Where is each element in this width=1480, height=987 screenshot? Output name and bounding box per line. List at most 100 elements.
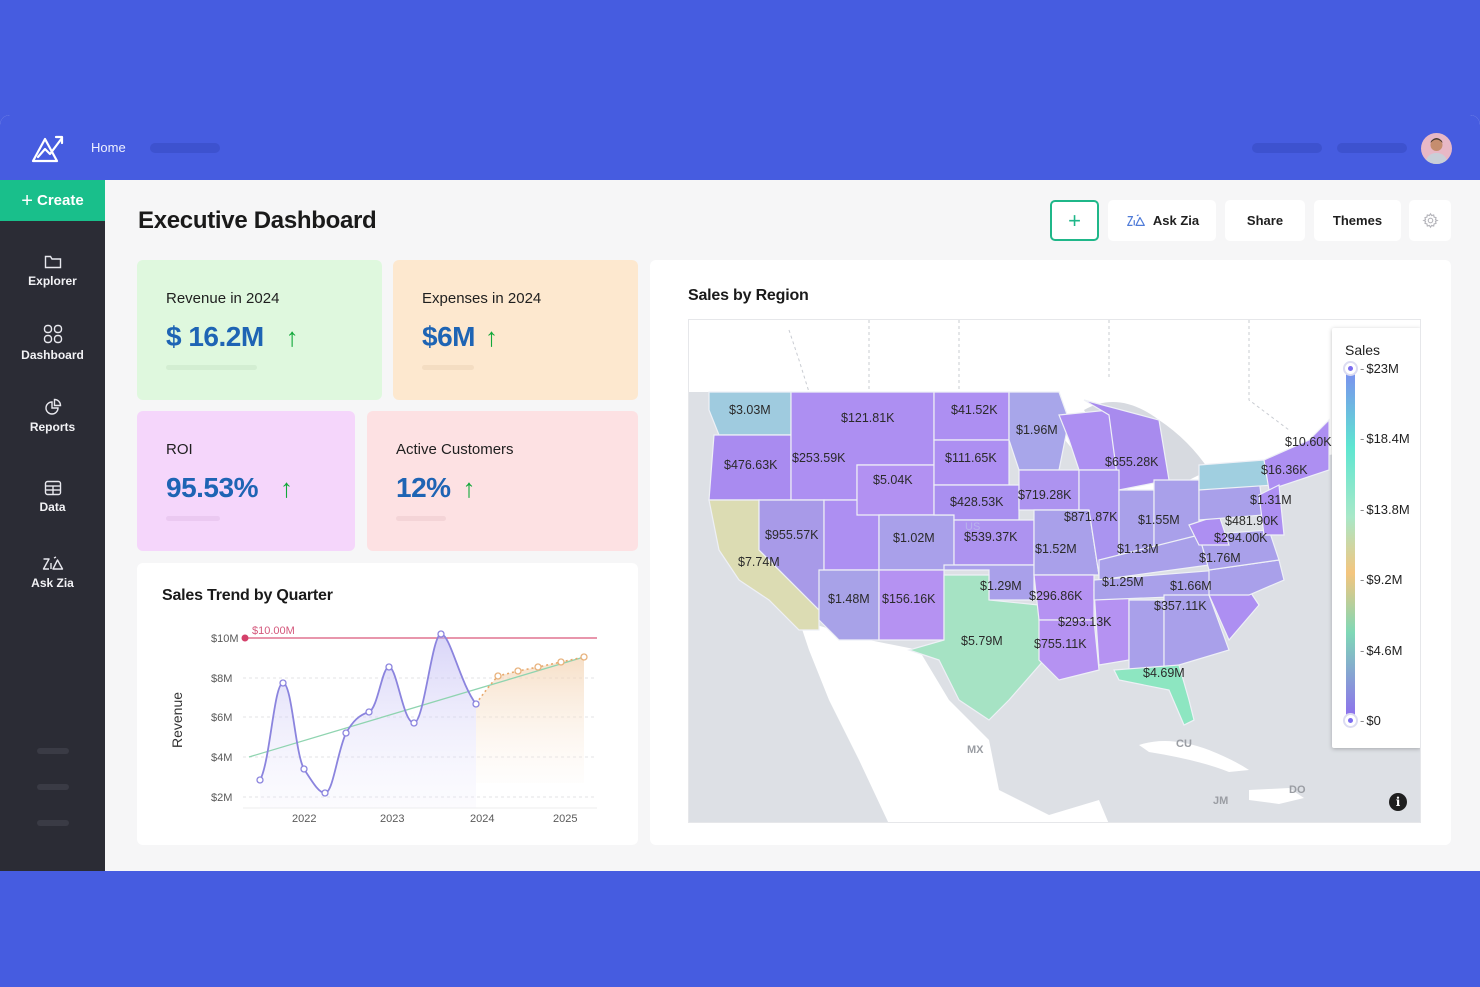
state-label[interactable]: $1.25M bbox=[1102, 575, 1144, 589]
arrow-up-icon: ↑ bbox=[285, 322, 299, 352]
table-icon bbox=[44, 480, 61, 496]
state-label[interactable]: $955.57K bbox=[765, 528, 819, 542]
state-label[interactable]: $41.52K bbox=[951, 403, 998, 417]
state-label[interactable]: $1.52M bbox=[1035, 542, 1077, 556]
state-label[interactable]: $428.53K bbox=[950, 495, 1004, 509]
sales-trend-chart[interactable]: $10M $8M $6M $4M $2M 2022 2023 2024 2025… bbox=[137, 563, 638, 845]
topbar-placeholder-2 bbox=[1337, 143, 1407, 153]
state-label[interactable]: $719.28K bbox=[1018, 488, 1072, 502]
ask-zia-button[interactable]: Ask Zia bbox=[1108, 200, 1216, 241]
main-content: Executive Dashboard + Ask Zia Share Them… bbox=[105, 180, 1480, 871]
state-label[interactable]: $1.13M bbox=[1117, 542, 1159, 556]
state-label[interactable]: $1.76M bbox=[1199, 551, 1241, 565]
app-window: Home + Create Explorer Dashboard Repo bbox=[0, 115, 1480, 871]
state-label[interactable]: $539.37K bbox=[964, 530, 1018, 544]
country-label-jm: JM bbox=[1213, 795, 1229, 807]
state-label[interactable]: $156.16K bbox=[882, 592, 936, 606]
sidebar: + Create Explorer Dashboard Reports Data… bbox=[0, 180, 105, 871]
state-label[interactable]: $5.79M bbox=[961, 634, 1003, 648]
legend-tick: $18.4M bbox=[1360, 431, 1409, 446]
kpi-placeholder-bar bbox=[422, 365, 474, 370]
legend-min-handle[interactable] bbox=[1343, 713, 1358, 728]
share-button[interactable]: Share bbox=[1225, 200, 1305, 241]
legend-gradient-bar bbox=[1346, 370, 1355, 720]
legend-max-handle[interactable] bbox=[1343, 361, 1358, 376]
y-tick: $10M bbox=[211, 633, 239, 645]
state-label[interactable]: $1.02M bbox=[893, 531, 935, 545]
sales-map[interactable]: $3.03M $121.81K $41.52K $1.96M $476.63K … bbox=[688, 319, 1421, 823]
folder-icon bbox=[44, 255, 61, 269]
state-label[interactable]: $294.00K bbox=[1214, 531, 1268, 545]
kpi-card-revenue[interactable]: Revenue in 2024 $ 16.2M ↑ bbox=[137, 260, 382, 400]
state-label[interactable]: $357.11K bbox=[1154, 599, 1207, 613]
state-label[interactable]: $296.86K bbox=[1029, 589, 1083, 603]
gear-icon bbox=[1421, 212, 1439, 229]
arrow-up-icon: ↑ bbox=[279, 473, 293, 503]
sidebar-item-dashboard[interactable]: Dashboard bbox=[0, 324, 105, 362]
kpi-value: 95.53% bbox=[166, 472, 258, 503]
top-bar: Home bbox=[0, 115, 1480, 180]
state-label[interactable]: $4.69M bbox=[1143, 666, 1185, 680]
themes-button[interactable]: Themes bbox=[1314, 200, 1401, 241]
state-label[interactable]: $16.36K bbox=[1261, 463, 1308, 477]
actual-data-points bbox=[256, 630, 480, 797]
target-label: $10.00M bbox=[252, 625, 295, 637]
state-label[interactable]: $253.59K bbox=[792, 451, 846, 465]
state-label[interactable]: $1.48M bbox=[828, 592, 870, 606]
user-avatar[interactable] bbox=[1421, 133, 1452, 164]
state-label[interactable]: $121.81K bbox=[841, 411, 895, 425]
settings-button[interactable] bbox=[1409, 200, 1451, 241]
state-label[interactable]: $111.65K bbox=[945, 451, 997, 465]
state-label[interactable]: $1.55M bbox=[1138, 513, 1180, 527]
legend-tick: $23M bbox=[1360, 361, 1399, 376]
zia-icon bbox=[1126, 213, 1145, 226]
kpi-placeholder-bar bbox=[166, 516, 220, 521]
kpi-card-roi[interactable]: ROI 95.53% ↑ bbox=[137, 411, 355, 551]
create-button[interactable]: + Create bbox=[0, 180, 105, 221]
x-tick: 2024 bbox=[470, 813, 494, 825]
x-tick: 2023 bbox=[380, 813, 404, 825]
state-label[interactable]: $3.03M bbox=[729, 403, 771, 417]
add-widget-button[interactable]: + bbox=[1050, 200, 1099, 241]
sidebar-placeholder-1 bbox=[37, 748, 69, 754]
state-label[interactable]: $293.13K bbox=[1058, 615, 1112, 629]
state-label[interactable]: $1.96M bbox=[1016, 423, 1058, 437]
legend-tick: $9.2M bbox=[1360, 572, 1402, 587]
kpi-label: Active Customers bbox=[396, 441, 514, 458]
state-label[interactable]: $1.31M bbox=[1250, 493, 1292, 507]
sales-by-region-card[interactable]: Sales by Region bbox=[650, 260, 1451, 845]
share-label: Share bbox=[1246, 213, 1284, 228]
kpi-card-expenses[interactable]: Expenses in 2024 $6M ↑ bbox=[393, 260, 638, 400]
state-label[interactable]: $481.90K bbox=[1225, 514, 1279, 528]
state-label[interactable]: $871.87K bbox=[1064, 510, 1118, 524]
state-label[interactable]: $5.04K bbox=[873, 473, 913, 487]
analytics-logo-icon[interactable] bbox=[30, 132, 66, 164]
ask-zia-label: Ask Zia bbox=[1152, 213, 1200, 228]
state-label[interactable]: $7.74M bbox=[738, 555, 780, 569]
state-label[interactable]: $1.66M bbox=[1170, 579, 1212, 593]
sidebar-item-ask-zia[interactable]: Ask Zia bbox=[0, 556, 105, 590]
state-label[interactable]: $476.63K bbox=[724, 458, 778, 472]
country-label-us: US bbox=[965, 521, 981, 533]
plus-icon: + bbox=[1068, 207, 1081, 233]
state-label[interactable]: $755.11K bbox=[1034, 637, 1087, 651]
sidebar-placeholder-2 bbox=[37, 784, 69, 790]
state-label[interactable]: $1.29M bbox=[980, 579, 1022, 593]
sidebar-item-reports[interactable]: Reports bbox=[0, 398, 105, 434]
state-label[interactable]: $655.28K bbox=[1105, 455, 1159, 469]
sidebar-item-data[interactable]: Data bbox=[0, 480, 105, 514]
info-icon[interactable]: i bbox=[1389, 793, 1407, 811]
home-link[interactable]: Home bbox=[91, 140, 126, 155]
x-tick: 2022 bbox=[292, 813, 316, 825]
y-tick: $8M bbox=[211, 673, 232, 685]
country-label-mx: MX bbox=[967, 744, 984, 756]
kpi-card-active-customers[interactable]: Active Customers 12% ↑ bbox=[367, 411, 638, 551]
sales-trend-card[interactable]: Sales Trend by Quarter bbox=[137, 563, 638, 845]
kpi-label: Revenue in 2024 bbox=[166, 290, 280, 307]
arrow-up-icon: ↑ bbox=[462, 473, 476, 503]
create-label: Create bbox=[36, 192, 84, 209]
kpi-placeholder-bar bbox=[166, 365, 257, 370]
sidebar-item-explorer[interactable]: Explorer bbox=[0, 254, 105, 288]
state-label[interactable]: $10.60K bbox=[1285, 435, 1332, 449]
sidebar-item-label: Dashboard bbox=[21, 348, 84, 362]
